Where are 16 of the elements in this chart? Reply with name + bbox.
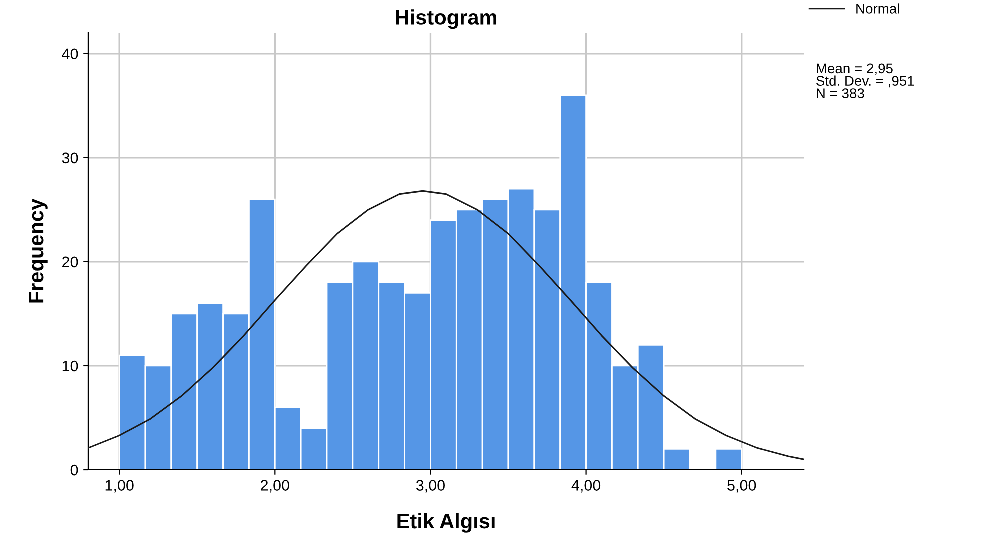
y-tick-label: 0 [70,464,78,476]
x-axis-title: Etik Algısı [398,513,495,533]
line-series [88,190,804,460]
legend-label: Normal [856,4,900,14]
x-tick-label: 3,00 [416,480,445,493]
y-tick-label: 40 [62,48,78,60]
y-tick-label: 20 [62,256,78,268]
x-tick-label: 2,00 [261,480,290,493]
x-tick-label: 5,00 [728,480,756,493]
x-tick-label: 4,00 [572,480,601,493]
y-axis-title: Frequency [29,198,48,303]
chart-title: Histogram [396,10,497,30]
text: Mean = 2,95 Std. Dev. = ,951 N = 383 [816,64,914,98]
y-tick-label: 30 [62,152,78,164]
y-tick-label: 10 [62,360,78,372]
x-tick-label: 1,00 [106,480,134,493]
